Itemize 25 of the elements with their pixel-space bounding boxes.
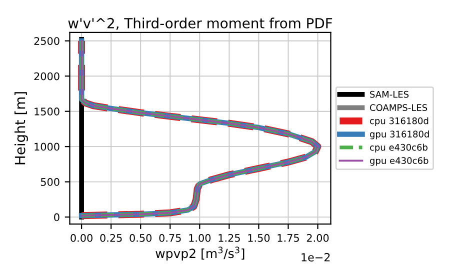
text: 1e−2	[302, 253, 330, 262]
chart-title: w'v'^2, Third-order moment from PDF	[68, 18, 332, 30]
legend-label: gpu 316180d	[370, 130, 429, 140]
x-tick-label: 0.50	[130, 234, 152, 242]
x-tick-label: 1.75	[278, 234, 299, 242]
legend-label: COAMPS-LES	[370, 104, 428, 111]
x-tick-label: 1.00	[189, 234, 211, 242]
legend-label: gpu e430c6b	[370, 157, 428, 166]
x-axis-title: wpvp2 [m$^{3}$/s$^{3}$]	[156, 246, 244, 261]
x-tick-label: 1.50	[248, 234, 270, 242]
x-tick-label: 2.00	[306, 234, 329, 242]
x-tick-label: 1.25	[218, 234, 240, 242]
x-tick-label: 0.75	[159, 234, 181, 242]
x-tick-label: 0.25	[100, 234, 122, 242]
legend-label: cpu 316180d	[370, 117, 428, 126]
y-tick-label: 0	[54, 213, 60, 222]
y-tick-label: 500	[40, 178, 60, 186]
y-axis-title: Height [m]	[14, 92, 28, 164]
y-tick-label: 2000	[34, 72, 60, 80]
legend-label: cpu e430c6b	[370, 144, 428, 152]
y-tick-label: 1500	[34, 108, 60, 116]
legend-label: SAM-LES	[370, 90, 409, 98]
x-tick-label: 0.00	[70, 234, 92, 242]
y-tick-label: 1000	[34, 142, 60, 151]
y-tick-label: 2500	[34, 37, 60, 45]
